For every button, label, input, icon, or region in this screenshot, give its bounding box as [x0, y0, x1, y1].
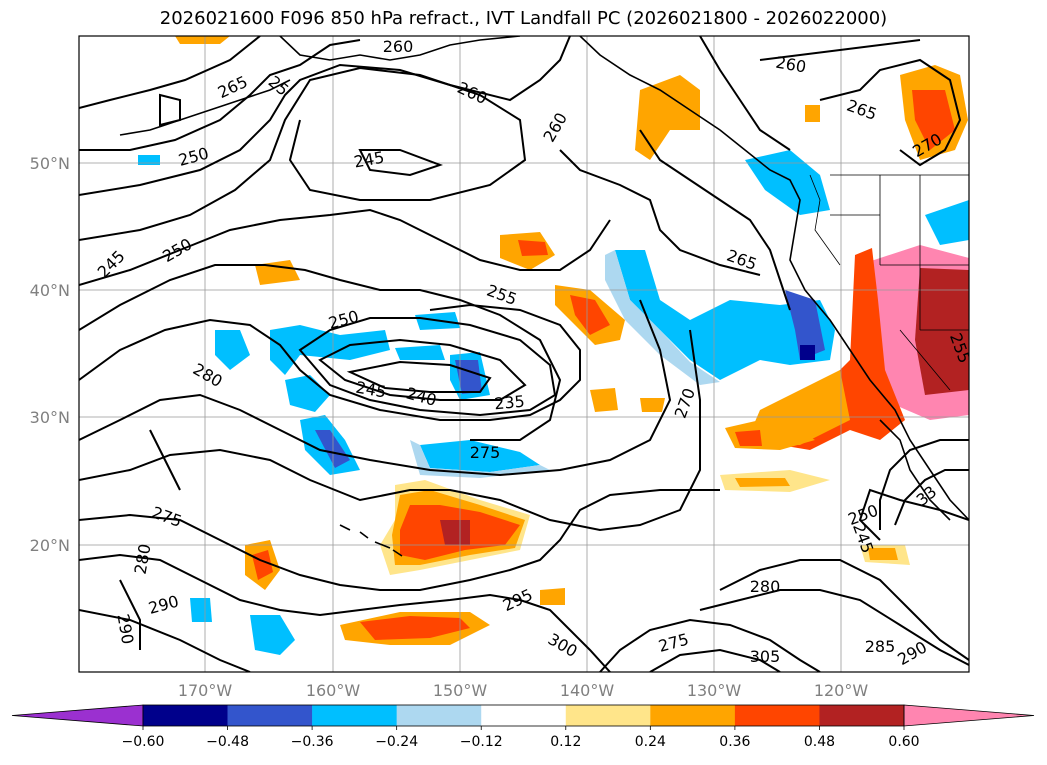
hawaii-islands — [339, 524, 403, 557]
alaska-coast — [279, 36, 521, 61]
shade-region-blue — [138, 155, 160, 165]
shade-region-darkblue — [785, 290, 825, 360]
lat-label: 50°N — [30, 154, 70, 173]
latitude-axis: 50°N 40°N 30°N 20°N — [30, 154, 70, 555]
shade-region-darkred — [440, 520, 470, 545]
colorbar-cell — [481, 705, 567, 726]
shade-region-red — [252, 550, 273, 580]
shade-region-blue — [250, 615, 295, 655]
shade-region-orange — [735, 478, 790, 487]
colorbar-tick-label: 0.12 — [550, 734, 581, 750]
shade-region-navy — [800, 345, 815, 360]
colorbar-tick-label: −0.36 — [291, 734, 334, 750]
shade-region-red — [735, 430, 762, 446]
lat-label: 40°N — [30, 281, 70, 300]
shade-region-orange — [255, 260, 300, 285]
contour-label: 275 — [470, 443, 501, 462]
shade-region-red — [360, 616, 470, 640]
state-borders — [830, 175, 969, 391]
colorbar-tick-label: −0.48 — [206, 734, 249, 750]
lon-label: 150°W — [433, 681, 488, 700]
baja-coast — [879, 419, 951, 521]
shade-region-blue — [615, 250, 835, 380]
lon-label: 130°W — [687, 681, 742, 700]
shade-region-blue — [270, 325, 390, 375]
lon-label: 140°W — [560, 681, 615, 700]
map-title: 2026021600 F096 850 hPa refract., IVT La… — [159, 8, 888, 29]
shade-region-blue — [215, 330, 250, 370]
shade-region-orange — [805, 105, 820, 122]
shade-region-orange — [175, 36, 230, 44]
lon-label: 160°W — [306, 681, 361, 700]
shade-region-red — [570, 295, 610, 335]
colorbar-cell — [312, 705, 397, 726]
lon-label: 170°W — [178, 681, 233, 700]
colorbar-cell — [396, 705, 482, 726]
coastline-layer — [119, 36, 969, 557]
colorbar-tick-label: 0.48 — [804, 734, 835, 750]
colorbar-cell — [734, 705, 820, 726]
contour-label: 260 — [383, 37, 414, 56]
shade-region-blue — [285, 375, 330, 412]
colorbar-tick-label: −0.24 — [375, 734, 418, 750]
colorbar-tick-label: −0.60 — [122, 734, 165, 750]
shade-region-orange — [635, 75, 700, 160]
shade-region-blue — [925, 200, 969, 245]
shade-region-red — [912, 90, 955, 150]
lat-label: 30°N — [30, 408, 70, 427]
colorbar-extend-low — [11, 704, 144, 727]
colorbar-cell — [819, 705, 905, 726]
shade-region-lightblue — [605, 250, 720, 385]
border-layer — [809, 174, 969, 391]
shade-region-blue — [420, 440, 540, 472]
aleutian-chain — [119, 79, 291, 136]
colorbar-cell — [143, 705, 228, 726]
colorbar-outline — [142, 704, 905, 727]
contour-label: 305 — [750, 647, 781, 666]
shade-region-orange — [540, 588, 565, 605]
colorbar-tick-label: 0.60 — [888, 734, 919, 750]
colorbar-cell — [650, 705, 736, 726]
shade-region-darkblue — [315, 430, 350, 468]
map-panel — [79, 36, 969, 672]
shade-region-orange — [868, 548, 898, 560]
colorbar-cell — [227, 705, 313, 726]
shaded-anomaly-layer — [138, 36, 969, 655]
refractivity-contours — [79, 36, 969, 672]
shade-region-blue — [395, 345, 445, 360]
colorbar: −0.60 −0.48 −0.36 −0.24 −0.12 0.12 0.24 0.36 0.4… — [11, 704, 1035, 750]
pnw-coast — [809, 174, 841, 266]
map-frame — [78, 35, 970, 673]
shade-region-orange — [590, 388, 618, 412]
colorbar-tick-label: 0.24 — [635, 734, 666, 750]
shade-region-red — [518, 240, 548, 256]
contour-label: 280 — [750, 577, 781, 596]
contour-label: 285 — [865, 637, 896, 656]
contour-label: 235 — [493, 392, 525, 414]
shade-region-blue — [190, 598, 212, 622]
shade-region-orange — [640, 398, 665, 412]
shade-region-lightblue — [410, 440, 550, 478]
colorbar-tick-label: −0.12 — [460, 734, 503, 750]
lon-label: 120°W — [814, 681, 869, 700]
colorbar-tick-label: 0.36 — [719, 734, 750, 750]
colorbar-extend-high — [903, 704, 1035, 727]
lat-label: 20°N — [30, 536, 70, 555]
colorbar-cell — [565, 705, 651, 726]
shade-region-darkred — [915, 268, 969, 395]
longitude-axis: 170°W 160°W 150°W 140°W 130°W 120°W — [178, 681, 869, 700]
north-america-coast — [579, 36, 969, 521]
